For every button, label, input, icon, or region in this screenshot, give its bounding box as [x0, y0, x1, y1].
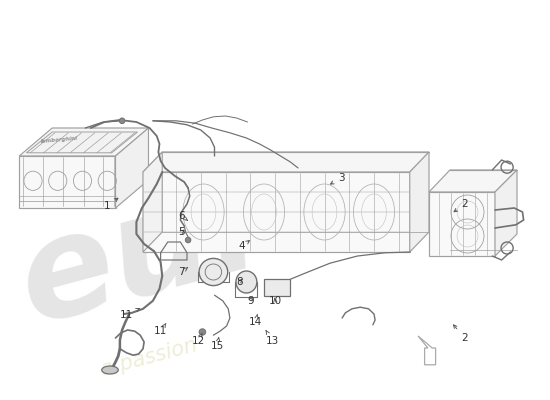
- Ellipse shape: [119, 118, 125, 124]
- Text: 10: 10: [268, 296, 282, 306]
- Text: 15: 15: [211, 338, 224, 351]
- Ellipse shape: [199, 258, 228, 286]
- Text: 2: 2: [454, 199, 468, 212]
- Polygon shape: [19, 128, 148, 156]
- Text: 7: 7: [178, 267, 188, 277]
- Polygon shape: [143, 152, 162, 252]
- Ellipse shape: [185, 237, 191, 243]
- Text: 3: 3: [331, 173, 344, 184]
- Text: 1: 1: [104, 198, 118, 211]
- Text: 8: 8: [236, 277, 243, 287]
- Text: 2: 2: [453, 325, 468, 343]
- Polygon shape: [429, 192, 495, 256]
- Polygon shape: [429, 170, 517, 192]
- Polygon shape: [26, 132, 138, 153]
- Polygon shape: [410, 152, 429, 252]
- FancyBboxPatch shape: [264, 279, 290, 296]
- Polygon shape: [143, 152, 429, 172]
- Polygon shape: [495, 170, 517, 256]
- Text: 11: 11: [154, 324, 167, 336]
- Text: a passion: a passion: [99, 335, 200, 380]
- Polygon shape: [19, 156, 116, 208]
- Text: 14: 14: [249, 314, 262, 327]
- Text: 13: 13: [266, 330, 279, 346]
- Text: 6: 6: [178, 211, 188, 221]
- Text: lamborghini: lamborghini: [40, 136, 78, 144]
- Ellipse shape: [102, 366, 118, 374]
- Text: eur: eur: [6, 154, 293, 352]
- Text: 11: 11: [120, 308, 139, 320]
- Ellipse shape: [236, 271, 257, 293]
- Polygon shape: [116, 128, 148, 208]
- Text: 5: 5: [178, 227, 185, 237]
- Text: 12: 12: [191, 333, 205, 346]
- Text: 4: 4: [239, 240, 250, 251]
- Text: 9: 9: [247, 296, 254, 306]
- Ellipse shape: [199, 329, 206, 335]
- Polygon shape: [143, 172, 410, 252]
